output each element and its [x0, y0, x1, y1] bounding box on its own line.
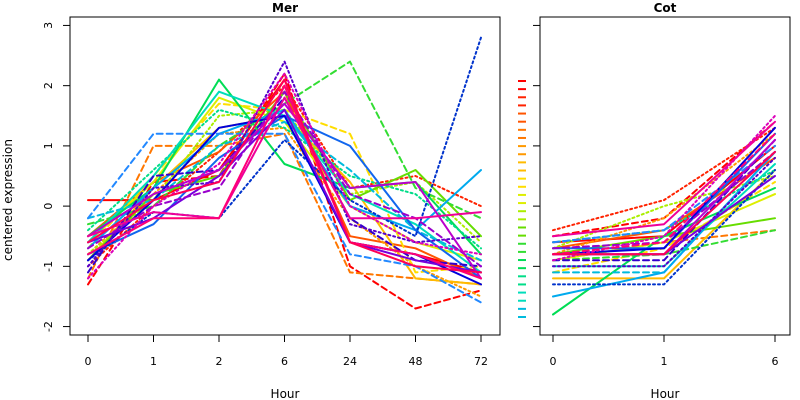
series-line-cot-22 [552, 138, 776, 262]
x-tick-label-cot-0: 0 [550, 355, 557, 368]
y-tick-label-2: 2 [42, 82, 55, 89]
y-tick-label--2: -2 [42, 321, 55, 332]
x-tick-label-mer-6: 6 [281, 355, 288, 368]
axes-cot: 0 1 6 [533, 24, 779, 368]
series-line-mer-26 [87, 102, 482, 280]
y-axis-label: centered expression [1, 139, 15, 261]
x-tick-label-mer-0: 0 [85, 355, 92, 368]
x-axis-label-mer: Hour [271, 387, 300, 400]
series-line-mer-28 [87, 96, 482, 238]
y-tick-label-0: 0 [42, 203, 55, 210]
series-line-mer-27 [87, 72, 482, 280]
series-line-cot-23 [552, 156, 776, 268]
x-axis-label-cot: Hour [651, 387, 680, 400]
y-tick-label-1: 1 [42, 142, 55, 149]
x-tick-label-mer-2: 2 [216, 355, 223, 368]
series-line-cot-3 [552, 126, 776, 232]
series-line-mer-30 [87, 78, 482, 274]
y-tick-label--1: -1 [42, 261, 55, 272]
panel-title-mer: Mer [272, 1, 298, 15]
x-tick-label-mer-72: 72 [474, 355, 488, 368]
plot-frame-mer [69, 16, 501, 336]
series-line-mer-14 [87, 108, 482, 250]
x-tick-label-cot-1: 1 [661, 355, 668, 368]
x-tick-label-mer-48: 48 [409, 355, 423, 368]
series-group-cot [552, 114, 776, 316]
series-group-mer [87, 36, 482, 310]
series-line-mer-5 [87, 132, 482, 286]
series-line-cot-6 [552, 132, 776, 256]
y-tick-label-3: 3 [42, 22, 55, 29]
series-line-cot-30 [552, 150, 776, 256]
series-line-cot-7 [552, 169, 776, 280]
panel-cot: Cot Hour 0 1 6 [518, 1, 791, 400]
x-tick-label-mer-1: 1 [150, 355, 157, 368]
panel-title-cot: Cot [654, 1, 677, 15]
series-line-mer-29 [87, 84, 482, 280]
panel-mer: Mer Hour 0 1 2 6 24 48 72 -2 -1 0 1 2 3 [42, 1, 501, 400]
series-line-cot-18 [552, 144, 776, 244]
x-tick-label-mer-24: 24 [343, 355, 357, 368]
x-tick-label-cot-6: 6 [772, 355, 779, 368]
axes-mer: 0 1 2 6 24 48 72 -2 -1 0 1 2 3 [42, 22, 488, 368]
series-line-cot-17 [552, 150, 776, 298]
series-line-cot-29 [552, 132, 776, 256]
legend-dashes [518, 80, 526, 318]
series-line-cot-28 [552, 120, 776, 238]
series-line-cot-20 [552, 169, 776, 286]
series-line-mer-23 [87, 60, 482, 268]
